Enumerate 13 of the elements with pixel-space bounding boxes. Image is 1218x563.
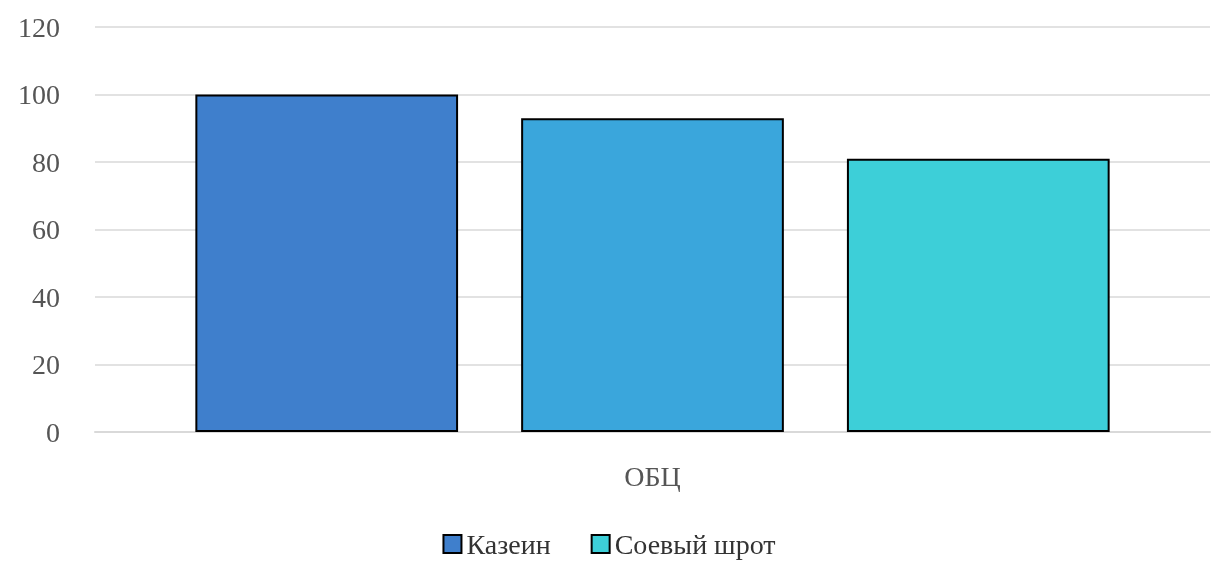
x-tick-label: ОБЦ — [624, 460, 681, 492]
y-tick-label: 20 — [32, 349, 60, 380]
legend-label: Соевый шрот — [614, 528, 776, 560]
y-tick-label: 100 — [18, 79, 60, 110]
bar — [195, 94, 459, 432]
legend-label: Казеин — [466, 528, 551, 560]
y-tick-label: 60 — [32, 214, 60, 245]
y-tick-label: 0 — [46, 416, 60, 448]
y-tick-label: 80 — [32, 146, 60, 178]
bar — [521, 118, 784, 432]
bar — [846, 158, 1110, 432]
y-tick-label: 120 — [18, 11, 60, 43]
y-tick-label: 40 — [32, 281, 60, 313]
